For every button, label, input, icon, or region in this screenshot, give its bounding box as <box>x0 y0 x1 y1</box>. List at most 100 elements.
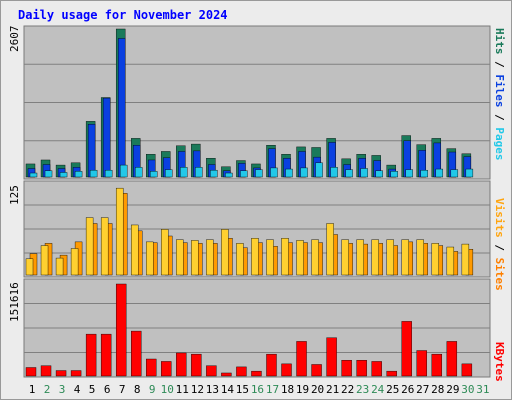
day-axis-labels: 1 2 3 4 5 6 7 8 9 10 11 12 13 14 15 16 17 18 19 20 21 22 23 24 2… <box>29 383 490 396</box>
pages-bar-day-12 <box>195 167 203 178</box>
kbytes-bar-day-15 <box>236 366 247 377</box>
visits-bar-day-5 <box>85 217 94 276</box>
kbytes-bar-day-20 <box>311 364 322 377</box>
kbytes-bar-day-6 <box>100 333 112 377</box>
day-label-22: 22 <box>341 383 354 396</box>
kbytes-bar-day-3 <box>55 370 67 377</box>
kbytes-bar-day-11 <box>176 352 187 377</box>
pages-bar-day-29 <box>450 169 459 178</box>
day-label-14: 14 <box>221 383 235 396</box>
pages-bar-day-9 <box>150 171 158 178</box>
visits-bar-day-22 <box>341 239 349 276</box>
visits-bar-day-19 <box>296 240 304 276</box>
pages-bar-day-21 <box>330 167 338 178</box>
visits-bar-day-4 <box>70 248 79 276</box>
day-label-18: 18 <box>281 383 294 396</box>
kbytes-bar-day-12 <box>191 353 202 377</box>
visits-bar-day-17 <box>266 239 274 276</box>
kbytes-bar-day-21 <box>326 337 337 377</box>
pages-bar-day-22 <box>345 169 353 178</box>
kbytes-bar-day-26 <box>401 321 412 377</box>
day-label-26: 26 <box>401 383 414 396</box>
top-ymax-label: 2607 <box>8 26 21 53</box>
day-label-28: 28 <box>431 383 444 396</box>
day-label-9: 9 <box>149 383 156 396</box>
visits-bar-day-11 <box>176 239 184 276</box>
kbytes-bar-day-9 <box>146 358 157 377</box>
day-label-24: 24 <box>371 383 385 396</box>
legend-top: Hits / Files / Pages <box>493 28 506 161</box>
visits-bar-day-27 <box>416 239 424 276</box>
visits-bar-day-2 <box>40 245 49 276</box>
kbytes-bar-day-23 <box>356 360 367 377</box>
kbytes-bar-day-19 <box>296 341 307 377</box>
legend-files: Files <box>493 74 506 107</box>
day-label-7: 7 <box>119 383 126 396</box>
visits-bar-day-6 <box>100 217 109 276</box>
visits-bar-day-28 <box>431 243 440 276</box>
legend-separator: / <box>493 238 506 258</box>
pages-bar-day-28 <box>435 168 444 178</box>
pages-bar-day-7 <box>119 164 128 178</box>
kbytes-bar-day-16 <box>251 370 262 377</box>
visits-bar-day-7 <box>115 187 124 276</box>
kbytes-bar-day-10 <box>161 361 172 377</box>
visits-bar-day-12 <box>191 240 199 276</box>
kbytes-bar-day-30 <box>461 363 473 377</box>
day-label-15: 15 <box>236 383 249 396</box>
kbytes-bar-day-8 <box>131 330 142 377</box>
pages-bar-day-20 <box>315 162 323 178</box>
day-label-5: 5 <box>89 383 96 396</box>
pages-bar-day-24 <box>375 170 383 178</box>
kbytes-bar-day-25 <box>386 370 397 377</box>
kbytes-bar-day-22 <box>341 360 352 377</box>
day-label-13: 13 <box>206 383 219 396</box>
visits-bar-day-14 <box>221 229 229 276</box>
visits-bar-day-13 <box>206 239 214 276</box>
visits-bar-day-16 <box>251 237 259 276</box>
day-label-12: 12 <box>191 383 204 396</box>
pages-bar-day-15 <box>240 170 248 178</box>
day-label-8: 8 <box>134 383 141 396</box>
pages-bar-day-14 <box>225 172 233 178</box>
pages-bar-day-4 <box>74 171 83 178</box>
day-label-10: 10 <box>161 383 174 396</box>
visits-bar-day-25 <box>386 239 394 276</box>
legend-kbytes: KBytes <box>493 342 506 382</box>
kbytes-bar-day-4 <box>70 370 82 377</box>
visits-bar-day-29 <box>446 246 455 276</box>
files-bar-day-6 <box>102 97 111 178</box>
legend-visits: Visits <box>493 198 506 238</box>
pages-bar-day-11 <box>180 167 188 178</box>
kbytes-bar-day-5 <box>85 333 97 377</box>
visits-bar-day-8 <box>131 224 139 276</box>
day-label-17: 17 <box>266 383 279 396</box>
day-label-21: 21 <box>326 383 339 396</box>
visits-bar-day-24 <box>371 239 379 276</box>
pages-bar-day-19 <box>300 167 308 178</box>
pages-bar-day-17 <box>270 167 278 178</box>
kbytes-bar-day-2 <box>40 365 52 377</box>
visits-bar-day-9 <box>146 241 154 276</box>
bottom-ymax-label: 151616 <box>8 282 21 322</box>
visits-bar-day-30 <box>461 243 470 276</box>
pages-bar-day-18 <box>285 168 293 178</box>
day-label-19: 19 <box>296 383 309 396</box>
kbytes-bar-day-14 <box>221 372 232 377</box>
visits-bar-day-3 <box>55 257 64 276</box>
legend-separator: / <box>493 55 506 75</box>
legend-pages: Pages <box>493 127 506 160</box>
pages-bar-day-8 <box>135 167 143 178</box>
pages-bar-day-25 <box>390 171 398 178</box>
bar-series <box>25 28 474 377</box>
day-label-25: 25 <box>386 383 399 396</box>
pages-bar-day-30 <box>465 168 474 178</box>
kbytes-bar-day-24 <box>371 361 382 377</box>
day-label-6: 6 <box>104 383 111 396</box>
kbytes-bar-day-7 <box>115 283 127 377</box>
kbytes-bar-day-28 <box>431 353 443 377</box>
kbytes-bar-day-13 <box>206 365 217 377</box>
legend-hits: Hits <box>493 28 506 55</box>
